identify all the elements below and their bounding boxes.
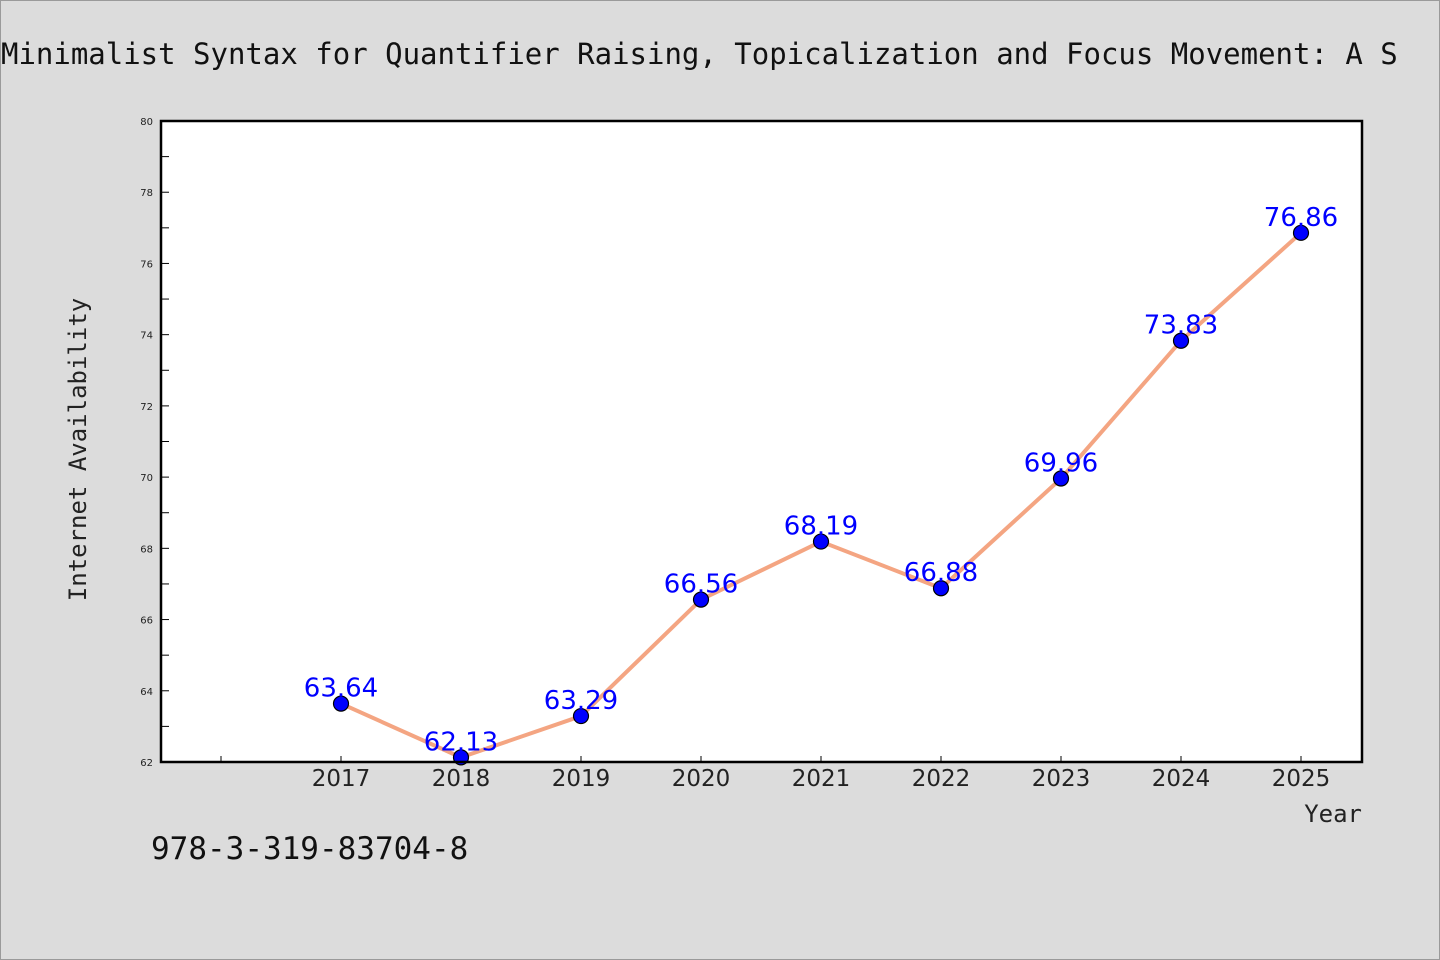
data-label: 63.64 xyxy=(304,674,378,704)
y-tick-label: 68 xyxy=(140,544,153,555)
x-axis-title: Year xyxy=(1304,800,1362,828)
x-tick-label: 2020 xyxy=(672,766,731,792)
data-point xyxy=(332,695,350,712)
x-tick-label: 2023 xyxy=(1032,766,1091,792)
y-axis-title: Internet Availability xyxy=(64,298,92,601)
data-label: 68.19 xyxy=(784,512,858,542)
y-tick-label: 78 xyxy=(140,188,153,199)
data-label: 66.88 xyxy=(904,558,978,588)
plot-area xyxy=(161,121,1362,762)
data-point xyxy=(1292,224,1310,241)
isbn-note: 978-3-319-83704-8 xyxy=(151,831,469,867)
data-point xyxy=(692,591,710,608)
data-label: 63.29 xyxy=(544,686,618,716)
data-point xyxy=(812,533,830,550)
plot-layer: 62 64 66 68 70 72 74 76 78 80 2017 2018 2019 2020 2021… xyxy=(64,117,1364,828)
y-tick-label: 76 xyxy=(140,259,153,270)
x-tick-label: 2024 xyxy=(1152,766,1211,792)
data-label: 73.83 xyxy=(1144,311,1218,341)
data-label: 62.13 xyxy=(424,727,498,757)
data-point xyxy=(1172,332,1190,349)
y-tick-label: 66 xyxy=(140,616,153,627)
data-label: 66.56 xyxy=(664,570,738,600)
data-point xyxy=(572,707,590,725)
y-tick-label: 80 xyxy=(140,117,153,128)
x-tick-label: 2022 xyxy=(912,766,971,792)
x-tick-label: 2025 xyxy=(1272,766,1331,792)
y-tick-label: 74 xyxy=(140,331,153,342)
y-tick-label: 70 xyxy=(140,473,153,484)
x-tick-label: 2017 xyxy=(312,766,371,792)
plot-border xyxy=(159,119,1364,764)
y-tick-label: 62 xyxy=(140,758,153,769)
data-point xyxy=(932,580,950,597)
y-tick-label: 64 xyxy=(140,687,153,698)
data-point xyxy=(1052,470,1070,487)
data-label: 76.86 xyxy=(1264,203,1338,233)
chart-title: Minimalist Syntax for Quantifier Raising… xyxy=(1,37,1398,71)
x-tick-label: 2019 xyxy=(552,766,611,792)
y-tick-label: 72 xyxy=(140,402,153,413)
data-label: 69.96 xyxy=(1024,449,1098,479)
x-tick-label: 2018 xyxy=(432,766,491,792)
x-tick-label: 2021 xyxy=(792,766,851,792)
